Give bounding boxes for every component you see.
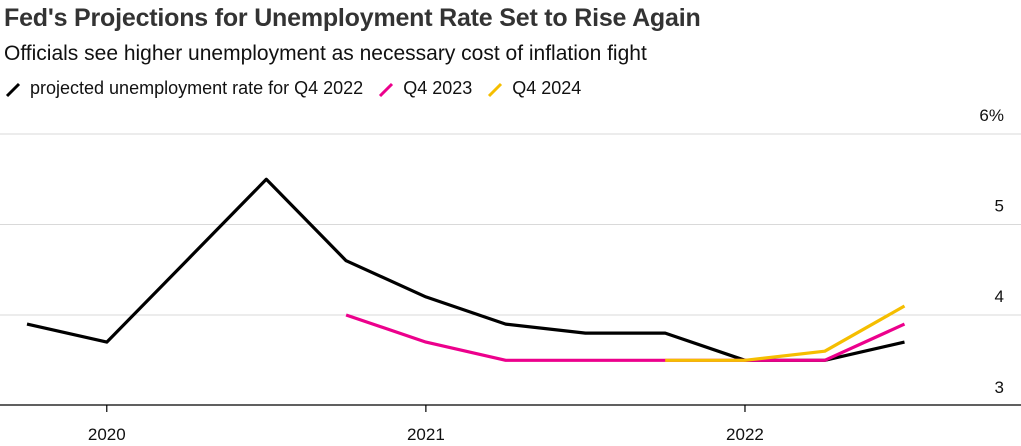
x-axis-ticks: 2020 2021 2022 <box>88 405 764 444</box>
legend-item-q4-2024: Q4 2024 <box>486 78 581 99</box>
legend-item-q4-2022: projected unemployment rate for Q4 2022 <box>4 78 363 99</box>
x-tick-label: 2022 <box>726 425 764 444</box>
y-axis-ticks: 6% 5 4 3 <box>979 106 1004 397</box>
series-line-q4-2023 <box>345 313 906 362</box>
chart-subtitle: Officials see higher unemployment as nec… <box>4 42 647 65</box>
y-tick-label: 6% <box>979 106 1004 125</box>
x-tick-label: 2021 <box>407 425 445 444</box>
legend-swatch-q4-2022 <box>5 82 21 97</box>
series-line-q4-2024 <box>665 304 906 362</box>
legend-swatch-q4-2023 <box>379 82 394 97</box>
legend-label-q4-2024: Q4 2024 <box>512 78 582 98</box>
y-tick-label: 3 <box>995 378 1004 397</box>
x-tick-label: 2020 <box>88 425 126 444</box>
legend-item-q4-2023: Q4 2023 <box>377 78 472 99</box>
series-line-q4-2022 <box>26 177 905 362</box>
legend-label-q4-2022: projected unemployment rate for Q4 2022 <box>30 78 364 98</box>
legend-label-q4-2023: Q4 2023 <box>403 78 473 98</box>
legend: projected unemployment rate for Q4 2022 … <box>4 78 595 99</box>
series-lines <box>26 177 906 362</box>
chart-title: Fed's Projections for Unemployment Rate … <box>4 4 701 32</box>
gridlines <box>0 133 1021 316</box>
legend-swatch-q4-2024 <box>488 82 503 97</box>
y-tick-label: 5 <box>995 197 1004 216</box>
y-tick-label: 4 <box>995 287 1004 306</box>
